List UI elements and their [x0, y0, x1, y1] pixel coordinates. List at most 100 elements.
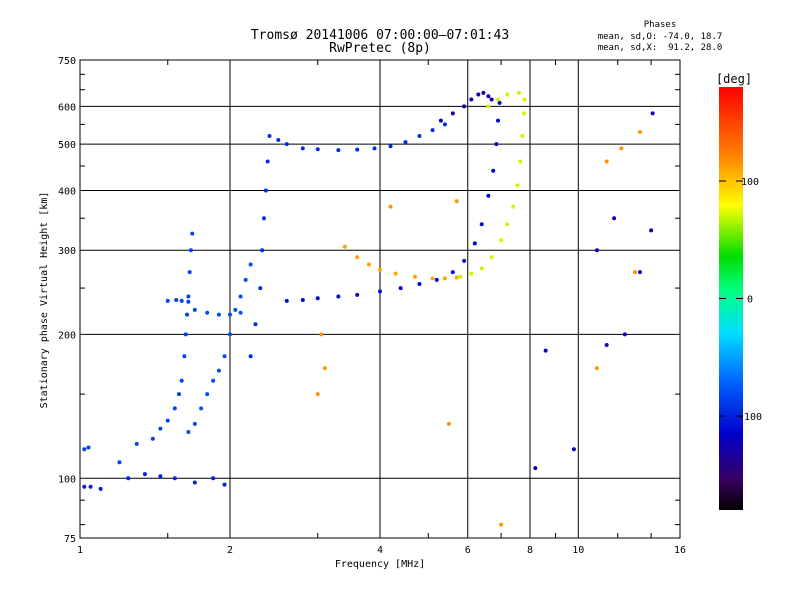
data-point: [543, 348, 548, 353]
data-point: [469, 271, 474, 276]
y-tick-label: 500: [58, 140, 76, 151]
data-point: [612, 216, 617, 221]
x-tick-label: 4: [377, 545, 383, 556]
data-point: [284, 142, 289, 147]
data-point: [88, 484, 93, 489]
data-point: [86, 445, 91, 450]
data-point: [633, 270, 638, 275]
data-points: [82, 90, 655, 527]
data-point: [233, 307, 238, 312]
data-point: [398, 286, 403, 291]
data-point: [497, 100, 502, 105]
data-point: [172, 476, 177, 481]
data-point: [199, 406, 204, 411]
y-axis-label: Stationary phase Virtual Height [km]: [39, 192, 50, 409]
data-point: [486, 104, 491, 109]
colorbar-label: [deg]: [716, 72, 752, 86]
data-point: [481, 90, 486, 95]
data-point: [300, 146, 305, 151]
data-point: [511, 204, 516, 209]
y-tick-label: 200: [58, 330, 76, 341]
data-point: [454, 275, 459, 280]
data-point: [430, 276, 435, 281]
axis-ticks: 1 2 4 6 8 10 16 75 100 200 300 400 500 600 750: [58, 56, 686, 556]
data-point: [366, 262, 371, 267]
data-point: [594, 366, 599, 371]
data-point: [469, 97, 474, 102]
data-point: [261, 216, 266, 221]
y-tick-label: 400: [58, 186, 76, 197]
data-point: [228, 312, 232, 317]
data-point: [372, 146, 377, 151]
data-point: [619, 146, 624, 151]
data-point: [604, 159, 609, 164]
data-point: [378, 267, 382, 272]
data-point: [417, 134, 422, 139]
data-point: [172, 406, 177, 411]
data-point: [486, 94, 491, 99]
data-point: [190, 231, 195, 236]
chart-subtitle: RwPretec (8p): [329, 41, 431, 56]
data-point: [238, 294, 243, 299]
data-point: [174, 298, 179, 303]
data-point: [454, 199, 459, 204]
data-point: [505, 92, 510, 97]
data-point: [355, 255, 360, 260]
data-point: [187, 270, 192, 275]
data-point: [491, 168, 496, 173]
data-point: [142, 472, 147, 477]
data-point: [258, 286, 263, 291]
y-tick-label: 750: [58, 56, 76, 67]
data-point: [434, 277, 439, 282]
data-point: [192, 307, 197, 312]
data-point: [489, 255, 494, 260]
data-point: [253, 322, 258, 327]
data-point: [571, 447, 576, 452]
data-point: [183, 332, 188, 337]
data-point: [499, 238, 504, 243]
data-point: [263, 188, 268, 193]
y-tick-label: 300: [58, 246, 76, 257]
x-tick-label: 16: [674, 545, 686, 556]
grid-lines: [80, 60, 680, 538]
data-point: [403, 140, 408, 145]
data-point: [342, 244, 347, 249]
data-point: [495, 118, 500, 123]
data-point: [188, 248, 193, 253]
data-point: [515, 183, 520, 188]
data-point: [186, 429, 191, 434]
data-point: [182, 354, 187, 359]
data-point: [243, 277, 248, 282]
data-point: [276, 138, 281, 143]
data-point: [355, 147, 360, 152]
data-point: [336, 294, 341, 299]
data-point: [649, 228, 654, 233]
data-point: [479, 222, 484, 227]
data-point: [450, 111, 455, 116]
data-point: [486, 193, 491, 198]
data-point: [238, 310, 243, 315]
data-point: [248, 354, 253, 359]
data-point: [176, 392, 181, 397]
colorbar-tick-label: 100: [741, 177, 759, 188]
data-point: [216, 368, 221, 373]
data-point: [98, 486, 103, 491]
data-point: [638, 270, 643, 275]
data-point: [417, 281, 422, 286]
data-point: [594, 248, 599, 253]
data-point: [158, 426, 163, 431]
data-point: [186, 299, 191, 304]
data-point: [393, 271, 398, 276]
chart-title: Tromsø 20141006 07:00:00–07:01:43: [250, 28, 510, 43]
data-point: [284, 298, 289, 303]
data-point: [462, 258, 467, 263]
data-point: [388, 144, 393, 149]
x-axis-label: Frequency [MHz]: [335, 559, 425, 570]
data-point: [412, 274, 417, 279]
data-point: [260, 248, 265, 253]
data-point: [265, 159, 270, 164]
data-point: [355, 292, 360, 297]
data-point: [518, 159, 523, 164]
y-tick-label: 100: [58, 474, 76, 485]
data-point: [267, 134, 272, 139]
